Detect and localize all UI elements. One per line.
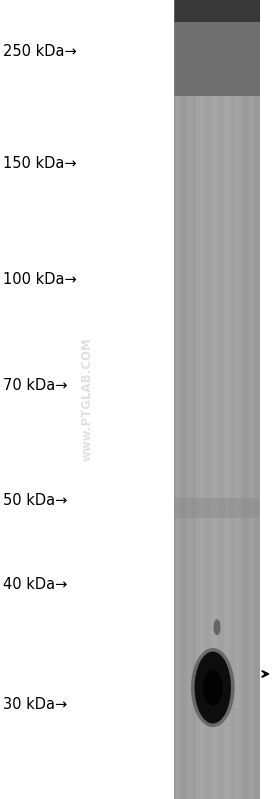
Bar: [191, 0, 193, 799]
Bar: [230, 0, 232, 799]
Text: 150 kDa→: 150 kDa→: [3, 157, 76, 171]
Bar: [223, 0, 226, 799]
Bar: [211, 0, 213, 799]
Ellipse shape: [203, 670, 223, 706]
Bar: [248, 0, 249, 799]
Text: 70 kDa→: 70 kDa→: [3, 378, 67, 392]
Bar: [239, 0, 241, 799]
Bar: [174, 0, 260, 22]
Bar: [237, 0, 239, 799]
Bar: [232, 0, 234, 799]
Bar: [256, 0, 258, 799]
Bar: [178, 0, 180, 799]
Bar: [228, 0, 230, 799]
Bar: [215, 0, 217, 799]
Bar: [180, 0, 182, 799]
Bar: [182, 0, 185, 799]
Text: 50 kDa→: 50 kDa→: [3, 494, 67, 508]
Bar: [186, 0, 189, 799]
Bar: [219, 0, 221, 799]
Bar: [200, 0, 202, 799]
Text: 40 kDa→: 40 kDa→: [3, 578, 67, 592]
Ellipse shape: [191, 648, 235, 727]
Bar: [174, 0, 176, 799]
Bar: [213, 0, 215, 799]
Ellipse shape: [195, 652, 231, 724]
Bar: [174, 0, 260, 96]
Bar: [193, 0, 195, 799]
Bar: [195, 0, 239, 799]
Bar: [245, 0, 248, 799]
Bar: [202, 0, 204, 799]
Bar: [249, 0, 252, 799]
Bar: [243, 0, 245, 799]
Bar: [258, 0, 260, 799]
Bar: [197, 0, 200, 799]
Bar: [185, 0, 186, 799]
Text: www.PTGLAB.COM: www.PTGLAB.COM: [80, 338, 93, 461]
Bar: [206, 0, 208, 799]
Text: 30 kDa→: 30 kDa→: [3, 698, 67, 712]
Bar: [176, 0, 178, 799]
Bar: [241, 0, 243, 799]
Bar: [217, 0, 219, 799]
Bar: [234, 0, 237, 799]
Bar: [221, 0, 223, 799]
Text: 100 kDa→: 100 kDa→: [3, 272, 76, 287]
Ellipse shape: [213, 619, 221, 635]
Bar: [204, 0, 206, 799]
Bar: [226, 0, 228, 799]
Text: 250 kDa→: 250 kDa→: [3, 45, 76, 59]
Bar: [195, 0, 197, 799]
Bar: [174, 0, 260, 799]
Bar: [175, 498, 259, 518]
Bar: [189, 0, 191, 799]
Bar: [174, 0, 175, 799]
Bar: [208, 0, 211, 799]
Bar: [254, 0, 256, 799]
Bar: [252, 0, 254, 799]
